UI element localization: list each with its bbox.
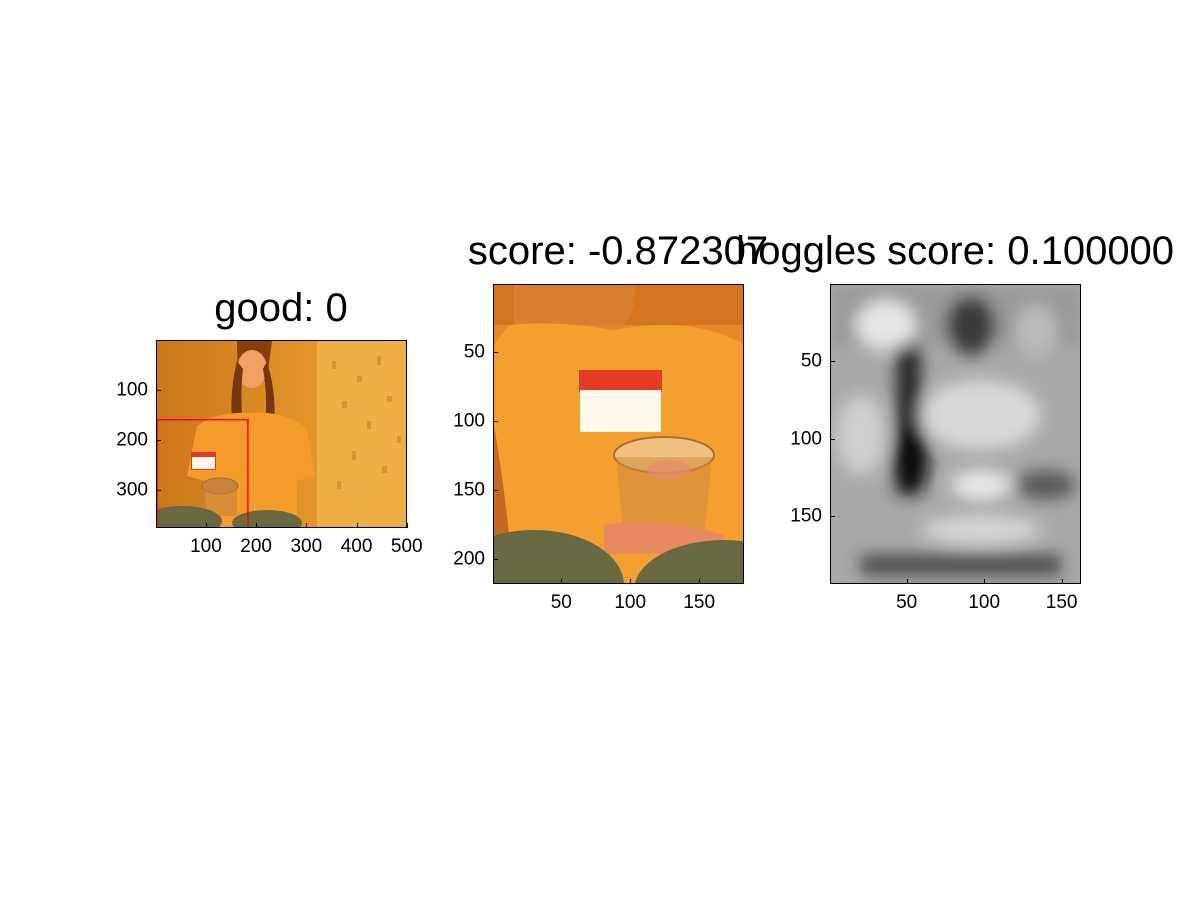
x-tick-mark — [256, 523, 258, 528]
y-tick-label: 50 — [800, 350, 822, 372]
x-tick-label: 200 — [240, 536, 272, 557]
y-tick-label: 100 — [116, 379, 148, 401]
x-tick-mark — [1061, 579, 1063, 584]
x-tick-mark — [561, 579, 563, 584]
x-tick-mark — [630, 579, 632, 584]
x-tick-label: 50 — [896, 592, 918, 613]
face — [237, 350, 267, 388]
chart-title: hoggles score: 0.100000 — [735, 229, 1175, 273]
chart-title: good: 0 — [214, 286, 348, 330]
chart-title: score: -0.872307 — [467, 229, 769, 273]
name-tag — [192, 457, 215, 469]
x-tick-mark — [406, 523, 408, 528]
bbox-annotation — [157, 418, 249, 527]
y-tick-mark — [830, 438, 835, 440]
name-tag — [580, 390, 661, 432]
y-tick-mark — [493, 558, 498, 560]
y-tick-label: 300 — [116, 479, 148, 501]
y-tick-mark — [493, 489, 498, 491]
x-tick-mark — [205, 523, 207, 528]
x-tick-mark — [984, 579, 986, 584]
x-tick-label: 100 — [190, 536, 222, 557]
x-tick-mark — [356, 523, 358, 528]
y-tick-mark — [156, 440, 161, 442]
y-tick-mark — [493, 420, 498, 422]
knee — [157, 506, 222, 527]
y-tick-label: 100 — [453, 410, 485, 432]
y-tick-mark — [830, 516, 835, 518]
y-tick-label: 150 — [453, 479, 485, 501]
image-panel-hoggles — [830, 284, 1081, 584]
x-tick-label: 300 — [290, 536, 323, 557]
y-tick-mark — [493, 352, 498, 354]
y-tick-label: 200 — [453, 548, 485, 570]
y-tick-label: 50 — [463, 341, 485, 363]
x-tick-mark — [906, 579, 908, 584]
image-panel-full-scene — [156, 340, 407, 528]
y-tick-mark — [830, 360, 835, 362]
x-tick-label: 500 — [390, 536, 423, 557]
y-tick-label: 200 — [116, 429, 148, 451]
x-tick-label: 400 — [340, 536, 373, 557]
knee — [494, 530, 624, 583]
y-tick-mark — [156, 490, 161, 492]
x-tick-mark — [306, 523, 308, 528]
x-tick-label: 100 — [614, 592, 647, 613]
x-tick-mark — [699, 579, 701, 584]
x-tick-label: 50 — [550, 592, 572, 613]
y-tick-mark — [156, 389, 161, 391]
y-tick-label: 150 — [790, 505, 822, 527]
x-tick-label: 150 — [1045, 592, 1078, 613]
y-tick-label: 100 — [790, 428, 822, 450]
image-panel-crop — [493, 284, 744, 584]
textured-wall — [317, 341, 406, 527]
x-tick-label: 100 — [968, 592, 1001, 613]
x-tick-label: 150 — [683, 592, 716, 613]
